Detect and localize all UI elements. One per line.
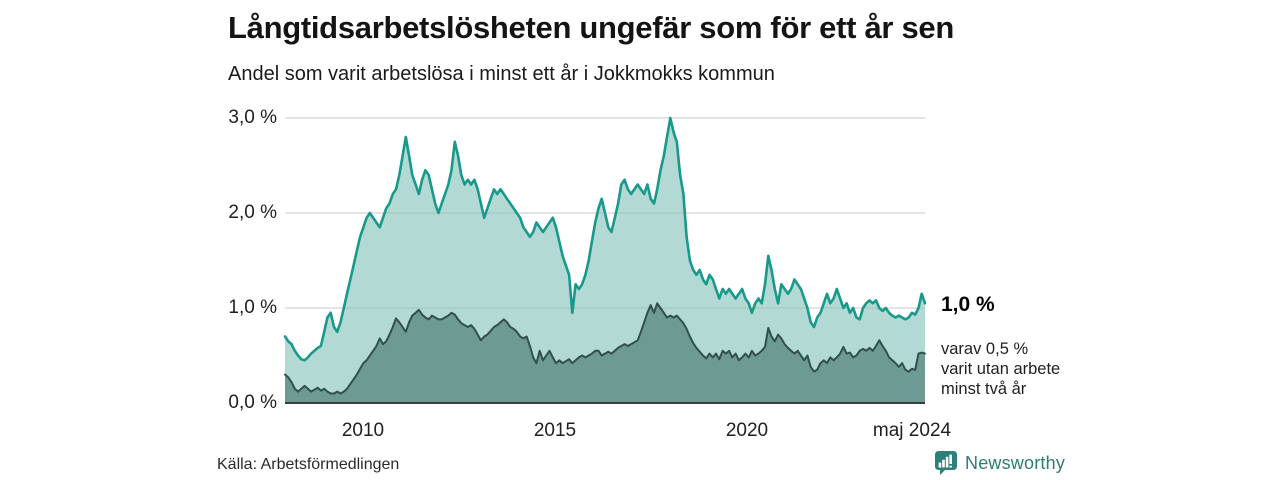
newsworthy-brand-name: Newsworthy [965,452,1066,473]
x-axis-label-2010: 2010 [341,420,385,441]
series2-annotation-line-1: varav 0,5 % [941,340,1029,358]
newsworthy-logo-icon [935,451,957,475]
series-end-value-label: 1,0 % [941,293,995,316]
y-axis-label-1: 1,0 % [228,297,277,318]
y-axis-label-0: 0,0 % [228,392,277,413]
series2-annotation-line-3: minst två år [941,380,1027,398]
x-axis-label-2020: 2020 [725,420,769,441]
newsworthy-brand: Newsworthy [934,450,1065,476]
page-title: Långtidsarbetslösheten ungefär som för e… [228,10,955,45]
source-note: Källa: Arbetsförmedlingen [217,456,400,473]
series2-annotation-line-2: varit utan arbete [941,360,1061,378]
x-axis-label-2015: 2015 [533,420,577,441]
y-axis-label-2: 2,0 % [228,202,277,223]
y-axis-label-3: 3,0 % [228,107,277,128]
x-axis-label-maj-2024: maj 2024 [872,420,952,441]
page-subtitle: Andel som varit arbetslösa i minst ett å… [228,63,775,85]
